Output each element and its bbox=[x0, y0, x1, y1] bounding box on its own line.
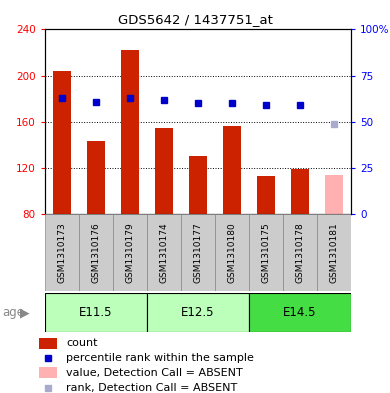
Text: E12.5: E12.5 bbox=[181, 306, 215, 319]
Text: GSM1310179: GSM1310179 bbox=[126, 222, 135, 283]
Bar bbox=[324, 175, 343, 214]
Bar bbox=[121, 50, 139, 214]
Bar bbox=[87, 141, 105, 214]
Bar bbox=[79, 214, 113, 291]
Text: GSM1310181: GSM1310181 bbox=[330, 222, 339, 283]
Bar bbox=[223, 127, 241, 214]
Bar bbox=[113, 214, 147, 291]
Bar bbox=[154, 128, 173, 214]
Bar bbox=[283, 214, 317, 291]
Bar bbox=[291, 169, 309, 214]
Bar bbox=[45, 214, 79, 291]
Text: GSM1310175: GSM1310175 bbox=[261, 222, 270, 283]
Text: age: age bbox=[2, 306, 24, 319]
Text: GSM1310177: GSM1310177 bbox=[193, 222, 202, 283]
Text: E14.5: E14.5 bbox=[283, 306, 317, 319]
Text: GSM1310174: GSM1310174 bbox=[160, 222, 168, 283]
Text: value, Detection Call = ABSENT: value, Detection Call = ABSENT bbox=[66, 368, 243, 378]
Text: count: count bbox=[66, 338, 98, 348]
Bar bbox=[189, 156, 207, 214]
Bar bbox=[257, 176, 275, 214]
Text: E11.5: E11.5 bbox=[79, 306, 113, 319]
Text: GSM1310173: GSM1310173 bbox=[57, 222, 66, 283]
Bar bbox=[45, 293, 147, 332]
Text: GSM1310178: GSM1310178 bbox=[296, 222, 305, 283]
Bar bbox=[39, 338, 57, 349]
Text: GSM1310176: GSM1310176 bbox=[91, 222, 100, 283]
Bar bbox=[53, 71, 71, 214]
Bar bbox=[39, 367, 57, 378]
Bar bbox=[147, 214, 181, 291]
Bar bbox=[215, 214, 249, 291]
Bar bbox=[249, 214, 283, 291]
Text: percentile rank within the sample: percentile rank within the sample bbox=[66, 353, 254, 363]
Text: GDS5642 / 1437751_at: GDS5642 / 1437751_at bbox=[117, 13, 273, 26]
Text: rank, Detection Call = ABSENT: rank, Detection Call = ABSENT bbox=[66, 383, 238, 393]
Bar bbox=[249, 293, 351, 332]
Bar bbox=[181, 214, 215, 291]
Bar bbox=[317, 214, 351, 291]
Bar bbox=[147, 293, 249, 332]
Text: GSM1310180: GSM1310180 bbox=[227, 222, 236, 283]
Text: ▶: ▶ bbox=[20, 306, 30, 319]
